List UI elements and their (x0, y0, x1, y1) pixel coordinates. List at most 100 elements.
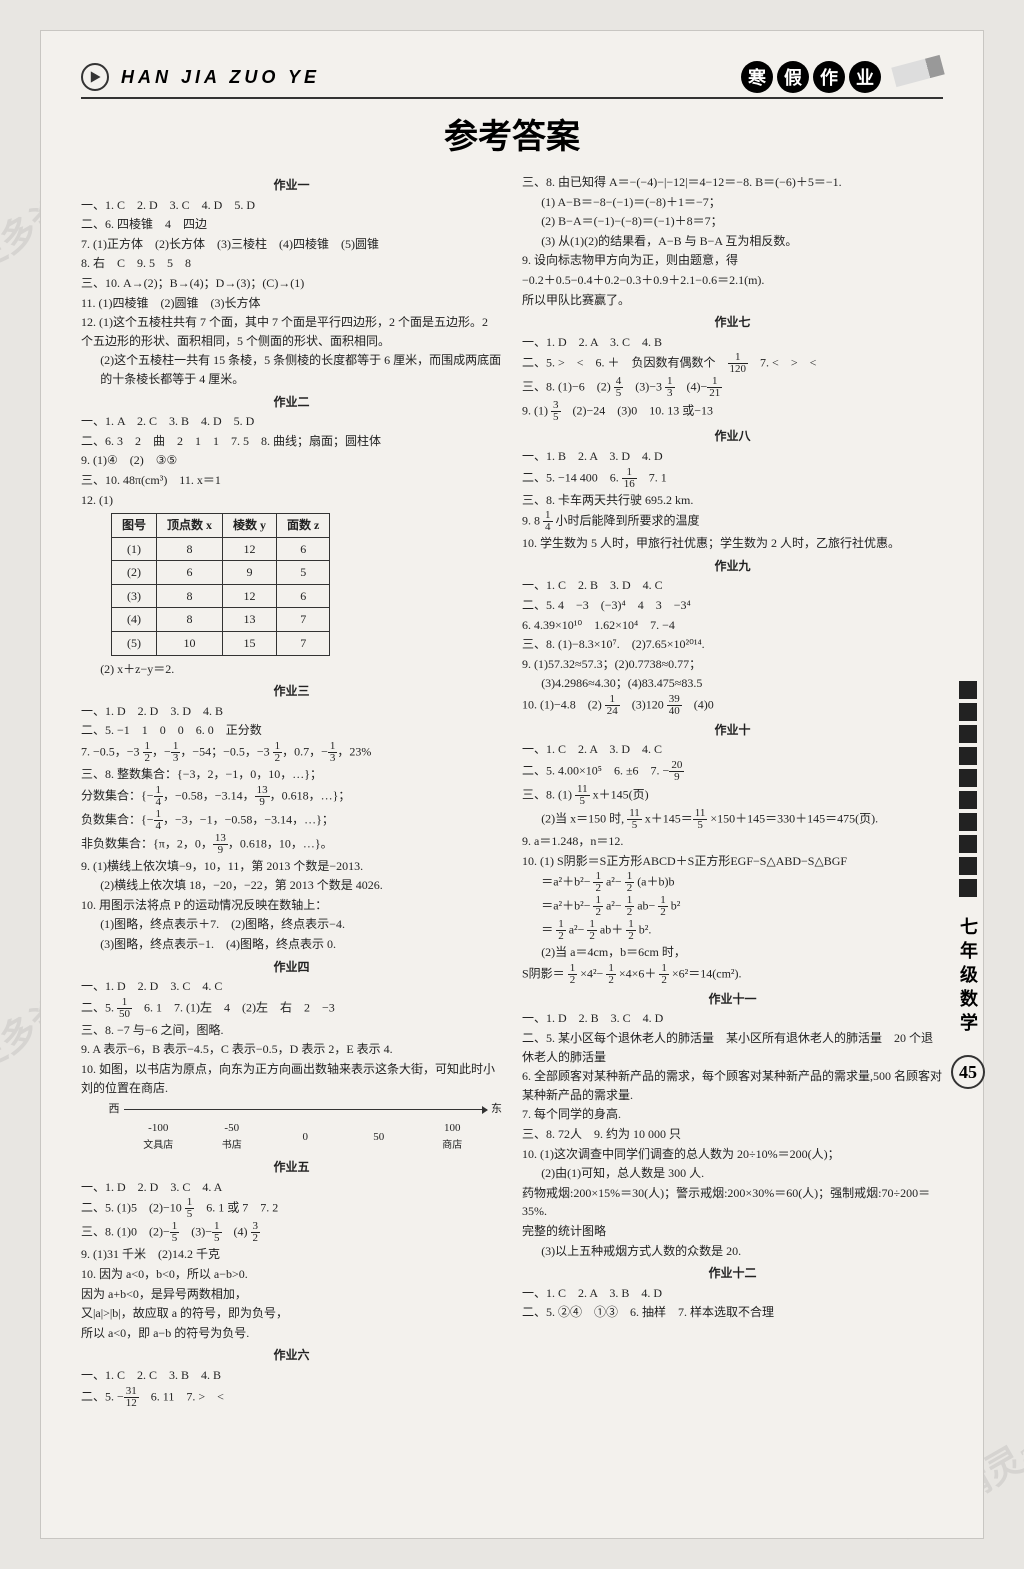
answer-line: 因为 a+b<0，是异号两数相加， (81, 1285, 502, 1304)
rail-label: 七年级数学 (955, 917, 981, 1037)
rail-blocks (959, 681, 977, 901)
answer-line: 非负数集合：{π，2，0，139，0.618，10，…}。 (81, 833, 502, 856)
answer-line: 完整的统计图略 (522, 1222, 943, 1241)
answer-line: 二、6. 3 2 曲 2 1 1 7. 5 8. 曲线；扇面；圆柱体 (81, 432, 502, 451)
numline-tick: 100商店 (418, 1120, 488, 1154)
answer-line: (3)图略，终点表示−1. (4)图略，终点表示 0. (81, 935, 502, 954)
table-header: 顶点数 x (157, 514, 223, 538)
answer-line: 一、1. A 2. C 3. B 4. D 5. D (81, 412, 502, 431)
answer-line: 一、1. C 2. B 3. D 4. C (522, 576, 943, 595)
answer-line: 所以 a<0，即 a−b 的符号为负号. (81, 1324, 502, 1343)
answer-line: 一、1. D 2. D 3. D 4. B (81, 702, 502, 721)
rail-block (959, 681, 977, 699)
answer-line: 三、8. 整数集合：{−3，2，−1，0，10，…}； (81, 765, 502, 784)
answer-line: (2) B−A＝(−1)−(−8)＝(−1)＋8＝7； (522, 212, 943, 231)
answer-line: 一、1. D 2. D 3. C 4. A (81, 1178, 502, 1197)
answer-line: 三、8. (1)−6 (2) 45 (3)−3 13 (4)−121 (522, 376, 943, 399)
answer-line: 10. (1)−4.8 (2) 124 (3)120 3940 (4)0 (522, 694, 943, 717)
table-cell: 12 (223, 584, 277, 608)
numline-tick: -50书店 (197, 1120, 267, 1154)
answer-line: 三、8. (1) 115 x＋145(页) (522, 784, 943, 807)
answer-line: 9. (1)横线上依次填−9，10，11，第 2013 个数是−2013. (81, 857, 502, 876)
answer-line: 9. a＝1.248，n＝12. (522, 832, 943, 851)
answer-line: 二、5. ②④ ①③ 6. 抽样 7. 样本选取不合理 (522, 1303, 943, 1322)
homework-title: 作业八 (522, 427, 943, 446)
answer-line: 10. (1) S阴影＝S正方形ABCD＋S正方形EGF−S△ABD−S△BGF (522, 852, 943, 871)
table-cell: (4) (112, 608, 157, 632)
table-cell: (3) (112, 584, 157, 608)
answer-table: 图号顶点数 x棱数 y面数 z(1)8126(2)695(3)8126(4)81… (111, 513, 330, 656)
answer-line: ＝ 12 a²− 12 ab＋ 12 b². (522, 919, 943, 942)
answer-line: (1)图略，终点表示＋7. (2)图略，终点表示−4. (81, 915, 502, 934)
answer-line: 二、5. 4.00×10⁵ 6. ±6 7. −209 (522, 760, 943, 783)
rail-block (959, 879, 977, 897)
main-title: 参考答案 (81, 109, 943, 158)
page-number-badge: 45 (951, 1055, 985, 1089)
answer-line: 二、5. (1)5 (2)−10 15 6. 1 或 7 7. 2 (81, 1197, 502, 1220)
answer-line: 二、6. 四棱锥 4 四边 (81, 215, 502, 234)
rail-block (959, 791, 977, 809)
side-rail: 七年级数学 45 (953, 681, 983, 1089)
answer-line: 又|a|>|b|，故应取 a 的符号，即为负号， (81, 1304, 502, 1323)
answer-line: 二、5. 4 −3 (−3)⁴ 4 3 −3⁴ (522, 596, 943, 615)
answer-line: 6. 全部顾客对某种新产品的需求，每个顾客对某种新产品的需求量,500 名顾客对… (522, 1067, 943, 1104)
answer-line: (2)横线上依次填 18，−20，−22，第 2013 个数是 4026. (81, 876, 502, 895)
answer-line: 一、1. C 2. C 3. B 4. B (81, 1366, 502, 1385)
answer-line: (3)4.2986≈4.30；(4)83.475≈83.5 (522, 674, 943, 693)
answer-line: 一、1. C 2. A 3. B 4. D (522, 1284, 943, 1303)
table-cell: 6 (277, 537, 330, 561)
rail-block (959, 703, 977, 721)
table-header: 面数 z (277, 514, 330, 538)
answer-line: (2)由(1)可知，总人数是 300 人. (522, 1164, 943, 1183)
header-badges: 寒 假 作 业 (741, 61, 943, 93)
numline-ticks: -100文具店-50书店050100商店 (109, 1120, 503, 1154)
homework-title: 作业十一 (522, 990, 943, 1009)
answer-line: 9. (1)31 千米 (2)14.2 千克 (81, 1245, 502, 1264)
table-row: (4)8137 (112, 608, 330, 632)
page-container: HAN JIA ZUO YE 寒 假 作 业 参考答案 作业一一、1. C 2.… (40, 30, 984, 1539)
table-header: 图号 (112, 514, 157, 538)
answer-line: (2)这个五棱柱一共有 15 条棱，5 条侧棱的长度都等于 6 厘米，而围成两底… (81, 351, 502, 388)
homework-title: 作业九 (522, 557, 943, 576)
answer-line: 一、1. D 2. D 3. C 4. C (81, 977, 502, 996)
table-cell: 8 (157, 537, 223, 561)
answer-line: 药物戒烟:200×15%＝30(人)；警示戒烟:200×30%＝60(人)；强制… (522, 1184, 943, 1221)
answer-line: S阴影＝ 12 ×4²− 12 ×4×6＋ 12 ×6²＝14(cm²). (522, 963, 943, 986)
table-cell: 10 (157, 632, 223, 656)
answer-line: 12. (1)这个五棱柱共有 7 个面，其中 7 个面是平行四边形，2 个面是五… (81, 313, 502, 350)
rail-block (959, 813, 977, 831)
rail-block (959, 835, 977, 853)
table-row: (3)8126 (112, 584, 330, 608)
numline-tick: 50 (344, 1129, 414, 1146)
table-cell: 5 (277, 561, 330, 585)
table-cell: 15 (223, 632, 277, 656)
table-cell: 7 (277, 608, 330, 632)
numline-tick: -100文具店 (124, 1120, 194, 1154)
answer-line: 8. 右 C 9. 5 5 8 (81, 254, 502, 273)
answer-line: 负数集合：{−14，−3，−1，−0.58，−3.14，…}； (81, 809, 502, 832)
answer-line: (3)以上五种戒烟方式人数的众数是 20. (522, 1242, 943, 1261)
answer-line: 9. (1)④ (2) ③⑤ (81, 451, 502, 470)
homework-title: 作业一 (81, 176, 502, 195)
answer-line: 三、8. 由已知得 A＝−(−4)−|−12|＝4−12＝−8. B＝(−6)＋… (522, 173, 943, 192)
answer-line: −0.2＋0.5−0.4＋0.2−0.3＋0.9＋2.1−0.6＝2.1(m). (522, 271, 943, 290)
homework-title: 作业四 (81, 958, 502, 977)
answer-line: 分数集合：{−14，−0.58，−3.14，139，0.618，…}； (81, 785, 502, 808)
rail-block (959, 725, 977, 743)
answer-line: 7. 每个同学的身高. (522, 1105, 943, 1124)
table-cell: 12 (223, 537, 277, 561)
answer-line: 一、1. D 2. B 3. C 4. D (522, 1009, 943, 1028)
answer-line: 二、5. > < 6. ＋ 负因数有偶数个 1120 7. < > < (522, 352, 943, 375)
answer-line: 一、1. B 2. A 3. D 4. D (522, 447, 943, 466)
table-cell: 6 (277, 584, 330, 608)
homework-title: 作业十二 (522, 1264, 943, 1283)
homework-title: 作业五 (81, 1158, 502, 1177)
content-columns: 作业一一、1. C 2. D 3. C 4. D 5. D二、6. 四棱锥 4 … (81, 172, 943, 1410)
answer-line: ＝a²＋b²− 12 a²− 12 ab− 12 b² (522, 895, 943, 918)
table-cell: (1) (112, 537, 157, 561)
answer-line: 10. 如图，以书店为原点，向东为正方向画出数轴来表示这条大街，可知此时小刘的位… (81, 1060, 502, 1097)
answer-line: 三、8. 卡车两天共行驶 695.2 km. (522, 491, 943, 510)
table-cell: 6 (157, 561, 223, 585)
answer-line: 11. (1)四棱锥 (2)圆锥 (3)长方体 (81, 294, 502, 313)
table-cell: 7 (277, 632, 330, 656)
